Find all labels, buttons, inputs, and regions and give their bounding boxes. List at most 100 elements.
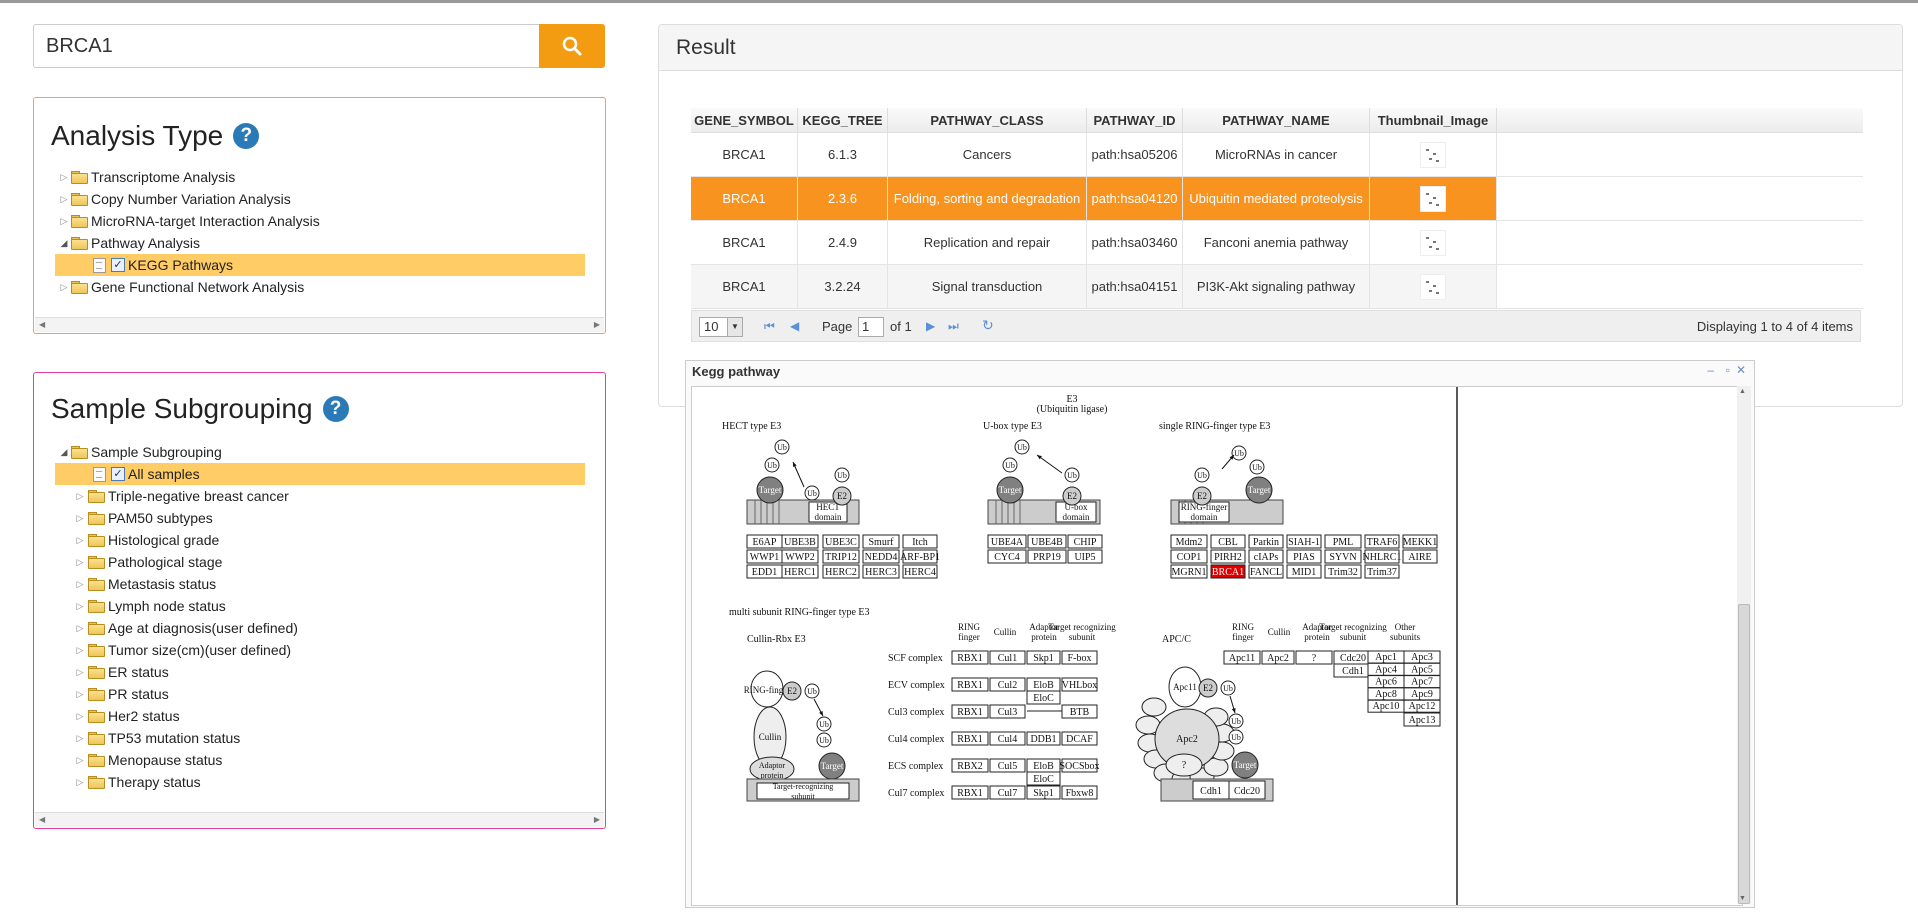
expand-arrow-icon[interactable]: ▷ xyxy=(76,557,84,567)
thumbnail-image[interactable] xyxy=(1420,141,1446,168)
expand-arrow-icon[interactable]: ▷ xyxy=(76,733,84,743)
tree-item-subgroup[interactable]: ▷ PR status xyxy=(55,683,585,705)
search-input[interactable] xyxy=(33,24,539,68)
expand-arrow-icon[interactable]: ▷ xyxy=(76,513,84,523)
tree-item-sample-subgrouping[interactable]: ◢ Sample Subgrouping xyxy=(55,441,585,463)
tree-item-mirna[interactable]: ▷ MicroRNA-target Interaction Analysis xyxy=(55,210,585,232)
subgroup-tree: ◢ Sample Subgrouping ✓ All samples ▷ Trip… xyxy=(55,441,585,793)
column-header[interactable]: KEGG_TREE xyxy=(797,108,888,133)
help-icon[interactable]: ? xyxy=(322,396,349,422)
folder-icon xyxy=(88,688,105,701)
table-row[interactable]: BRCA1 6.1.3 Cancers path:hsa05206 MicroRNAs … xyxy=(691,132,1863,177)
gene-label: HERC3 xyxy=(865,567,897,578)
last-page-icon[interactable]: ⏭ xyxy=(948,319,959,333)
tree-item-subgroup[interactable]: ▷ Her2 status xyxy=(55,705,585,727)
tree-item-subgroup[interactable]: ▷ Pathological stage xyxy=(55,551,585,573)
table-cell: Fanconi anemia pathway xyxy=(1182,220,1370,265)
tree-item-subgroup[interactable]: ▷ Tumor size(cm)(user defined) xyxy=(55,639,585,661)
horizontal-scrollbar[interactable]: ◀ ▶ xyxy=(35,317,604,332)
thumbnail-cell[interactable] xyxy=(1369,176,1497,221)
page-number-input[interactable]: 1 xyxy=(858,317,884,337)
expand-arrow-icon[interactable]: ▷ xyxy=(76,491,84,501)
expand-arrow-icon[interactable]: ▷ xyxy=(60,172,68,182)
thumbnail-image[interactable] xyxy=(1420,229,1446,256)
help-icon[interactable]: ? xyxy=(233,123,260,149)
gene-box-label: cIAPs xyxy=(1254,552,1279,563)
expand-arrow-icon[interactable]: ▷ xyxy=(76,623,84,633)
table-row[interactable]: BRCA1 3.2.24 Signal transduction path:hsa04… xyxy=(691,264,1863,309)
scroll-down-icon[interactable]: ▼ xyxy=(1739,895,1746,902)
thumbnail-image[interactable] xyxy=(1420,185,1446,212)
tree-item-subgroup[interactable]: ▷ PAM50 subtypes xyxy=(55,507,585,529)
tree-item-transcriptome[interactable]: ▷ Transcriptome Analysis xyxy=(55,166,585,188)
expand-arrow-icon[interactable]: ▷ xyxy=(76,667,84,677)
maximize-icon[interactable]: ▫ xyxy=(1725,363,1730,377)
tree-item-subgroup[interactable]: ▷ Therapy status xyxy=(55,771,585,793)
next-page-icon[interactable]: ▶ xyxy=(926,319,936,333)
thumbnail-image[interactable] xyxy=(1420,273,1446,300)
expand-arrow-icon[interactable]: ▷ xyxy=(76,777,84,787)
kegg-diagram-viewport[interactable]: E3 (Ubiquitin ligase) HECT type E3 U-box ty… xyxy=(691,386,1743,906)
table-row[interactable]: BRCA1 2.4.9 Replication and repair path:hsa… xyxy=(691,220,1863,265)
expand-arrow-icon[interactable]: ▷ xyxy=(60,194,68,204)
scroll-up-icon[interactable]: ▲ xyxy=(1739,388,1746,395)
tree-item-subgroup[interactable]: ▷ TP53 mutation status xyxy=(55,727,585,749)
minimize-icon[interactable]: – xyxy=(1707,363,1714,377)
tree-item-subgroup[interactable]: ▷ Age at diagnosis(user defined) xyxy=(55,617,585,639)
tree-item-subgroup[interactable]: ▷ Lymph node status xyxy=(55,595,585,617)
kegg-pathway-diagram[interactable]: E3(Ubiquitin ligase) HECT type E3 U-box ty… xyxy=(692,387,1742,905)
vertical-scrollbar[interactable]: ▲ ▼ xyxy=(1737,386,1751,904)
first-page-icon[interactable]: ⏮ xyxy=(764,319,775,333)
expand-arrow-icon[interactable]: ▷ xyxy=(76,711,84,721)
column-header[interactable]: Thumbnail_Image xyxy=(1369,108,1497,133)
expand-arrow-icon[interactable]: ▷ xyxy=(76,579,84,589)
tree-item-kegg-pathways[interactable]: ✓ KEGG Pathways xyxy=(55,254,585,276)
expand-arrow-icon[interactable]: ▷ xyxy=(76,535,84,545)
tree-item-cnv[interactable]: ▷ Copy Number Variation Analysis xyxy=(55,188,585,210)
tree-item-subgroup[interactable]: ▷ ER status xyxy=(55,661,585,683)
scroll-right-icon[interactable]: ▶ xyxy=(593,320,600,329)
checkbox-checked[interactable]: ✓ xyxy=(111,258,125,272)
scroll-left-icon[interactable]: ◀ xyxy=(39,815,46,824)
horizontal-scrollbar[interactable]: ◀ ▶ xyxy=(35,812,604,827)
thumbnail-cell[interactable] xyxy=(1369,264,1497,309)
expand-arrow-icon[interactable]: ▷ xyxy=(60,216,68,226)
tree-item-subgroup[interactable]: ▷ Histological grade xyxy=(55,529,585,551)
refresh-icon[interactable]: ↻ xyxy=(982,317,994,333)
page-size-select[interactable]: 10 ▼ xyxy=(699,317,743,337)
collapse-arrow-icon[interactable]: ◢ xyxy=(60,238,68,248)
tree-item-pathway[interactable]: ◢ Pathway Analysis xyxy=(55,232,585,254)
expand-arrow-icon[interactable]: ▷ xyxy=(76,689,84,699)
tree-item-subgroup[interactable]: ▷ Triple-negative breast cancer xyxy=(55,485,585,507)
search-button[interactable] xyxy=(539,24,605,68)
scroll-left-icon[interactable]: ◀ xyxy=(39,320,46,329)
tree-item-subgroup[interactable]: ▷ Menopause status xyxy=(55,749,585,771)
expand-arrow-icon[interactable]: ▷ xyxy=(76,645,84,655)
thumbnail-cell[interactable] xyxy=(1369,132,1497,177)
gene-label: F-box xyxy=(1068,653,1092,664)
target-label: Target xyxy=(1234,760,1257,770)
gene-box xyxy=(1027,549,1067,564)
expand-arrow-icon[interactable]: ▷ xyxy=(60,282,68,292)
gene-label: ? xyxy=(1312,653,1317,664)
expand-arrow-icon[interactable]: ▷ xyxy=(76,601,84,611)
prev-page-icon[interactable]: ◀ xyxy=(790,319,800,333)
checkbox-checked[interactable]: ✓ xyxy=(111,467,125,481)
table-cell: Cancers xyxy=(887,132,1087,177)
scroll-right-icon[interactable]: ▶ xyxy=(593,815,600,824)
thumbnail-cell[interactable] xyxy=(1369,220,1497,265)
gene-box xyxy=(1061,758,1098,773)
chevron-down-icon[interactable]: ▼ xyxy=(727,318,742,336)
expand-arrow-icon[interactable]: ▷ xyxy=(76,755,84,765)
scrollbar-thumb[interactable] xyxy=(1738,604,1750,904)
column-header[interactable]: GENE_SYMBOL xyxy=(691,108,798,133)
tree-item-subgroup[interactable]: ▷ Metastasis status xyxy=(55,573,585,595)
column-header[interactable]: PATHWAY_CLASS xyxy=(887,108,1087,133)
table-row[interactable]: BRCA1 2.3.6 Folding, sorting and degradati… xyxy=(691,176,1863,221)
column-header[interactable]: PATHWAY_ID xyxy=(1086,108,1183,133)
close-icon[interactable]: ✕ xyxy=(1735,363,1746,377)
tree-item-network[interactable]: ▷ Gene Functional Network Analysis xyxy=(55,276,585,298)
column-header[interactable]: PATHWAY_NAME xyxy=(1182,108,1370,133)
collapse-arrow-icon[interactable]: ◢ xyxy=(60,447,68,457)
tree-item-all-samples[interactable]: ✓ All samples xyxy=(55,463,585,485)
